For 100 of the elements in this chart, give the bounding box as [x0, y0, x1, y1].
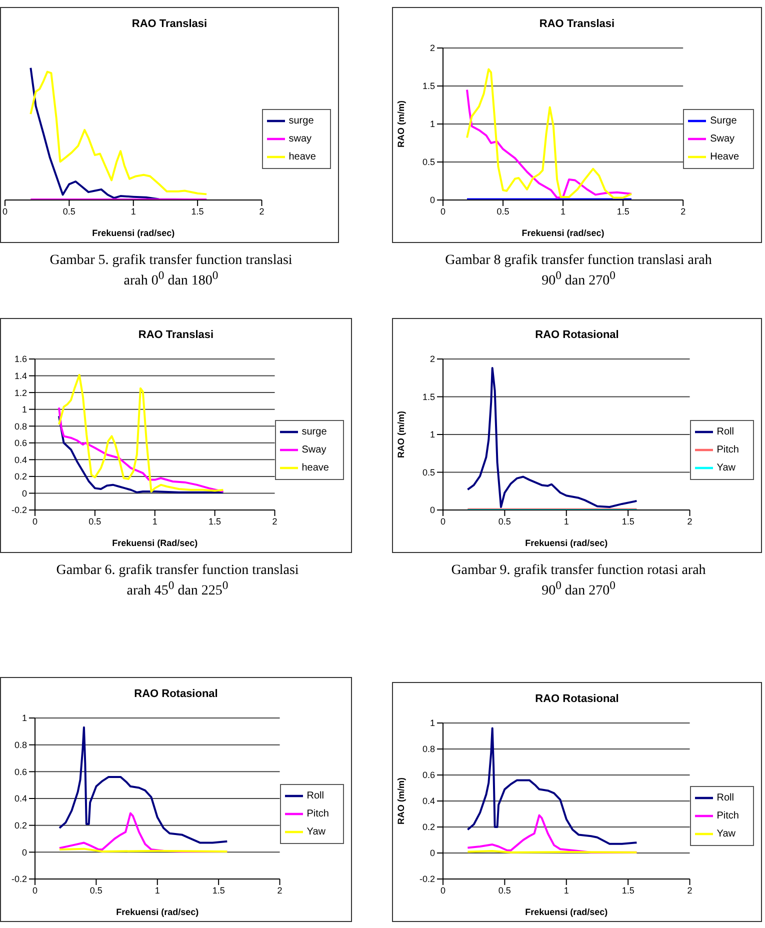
x-tick-label: 0.5 — [90, 885, 102, 896]
y-tick-label: 0.6 — [14, 766, 27, 777]
x-tick-label: 2 — [259, 206, 264, 216]
y-tick-label: 1 — [22, 713, 27, 724]
y-tick-label: 0.2 — [422, 822, 435, 832]
text: Gambar 6. grafik transfer function translasi arah 45$^{0}$ dan 225$^{0}$ — [55, 563, 300, 600]
x-axis-title: Frekuensi (rad/sec) — [525, 538, 608, 548]
x-tick-label: 1.5 — [191, 206, 204, 216]
x-axis-title: Frekuensi (rad/sec) — [92, 228, 175, 238]
y-tick-label: 0.2 — [14, 820, 27, 831]
y-tick-label: 2 — [430, 43, 435, 54]
x-tick-label: 0 — [2, 206, 8, 216]
y-tick-label: 0 — [430, 195, 435, 206]
y-tick-label: 0.4 — [14, 794, 27, 804]
x-tick-label: 2 — [277, 885, 282, 896]
y-tick-label: 0.8 — [14, 740, 27, 750]
chart-title: RAO Translasi — [538, 17, 616, 32]
legend-label: heave — [302, 462, 329, 474]
chart-title: RAO Rotasional — [133, 687, 219, 702]
y-tick-label: 1 — [430, 430, 435, 440]
legend-label: Roll — [306, 790, 324, 802]
y-tick-label: 0.4 — [14, 454, 27, 465]
y-tick-label: -0.2 — [11, 505, 27, 516]
x-tick-label: 0 — [32, 516, 38, 526]
x-tick-label: 0.5 — [88, 516, 102, 526]
text: Gambar 5. grafik transfer function translasi arah 0$^{0}$ dan 180$^{0}$ — [48, 253, 294, 290]
y-tick-label: 0 — [22, 488, 27, 498]
x-axis-title: Frekuensi (Rad/sec) — [112, 538, 198, 548]
x-tick-label: 2 — [272, 516, 278, 526]
y-tick-label: 1.6 — [14, 354, 27, 364]
y-tick-label: -0.2 — [11, 874, 27, 884]
legend-label: Pitch — [716, 810, 739, 822]
x-tick-label: 0 — [440, 885, 446, 896]
y-tick-label: 1 — [430, 119, 435, 130]
x-tick-label: 0.5 — [62, 206, 76, 216]
line-series — [466, 68, 632, 199]
legend-label: Sway — [710, 134, 735, 145]
x-tick-label: 0 — [440, 516, 446, 526]
y-tick-label: 0 — [22, 847, 27, 858]
x-tick-label: 0 — [440, 206, 446, 216]
x-tick-label: 2 — [687, 516, 692, 526]
x-tick-label: 1.5 — [212, 885, 225, 896]
y-tick-label: 1.4 — [14, 370, 27, 381]
legend-label: Yaw — [306, 826, 326, 838]
x-tick-label: 1 — [152, 516, 158, 526]
x-tick-label: 1 — [564, 885, 569, 896]
x-tick-label: 0 — [32, 885, 38, 896]
legend-label: surge — [288, 116, 314, 127]
x-tick-label: 2 — [687, 885, 692, 896]
y-axis-title: RAO (m/m) — [396, 411, 406, 458]
chart-title: RAO Translasi — [130, 17, 208, 32]
legend-label: heave — [288, 152, 316, 163]
y-tick-label: 0.8 — [422, 744, 435, 754]
x-axis-title: Frekuensi (rad/sec) — [116, 907, 199, 917]
x-axis-title: Frekuensi (rad/sec) — [522, 228, 604, 238]
x-tick-label: 1.5 — [208, 516, 222, 526]
y-tick-label: 1 — [22, 404, 27, 415]
legend-label: Roll — [716, 426, 734, 438]
y-axis-title: RAO (m/m) — [396, 100, 406, 148]
x-tick-label: 1.5 — [622, 885, 634, 896]
x-tick-label: 1.5 — [622, 516, 634, 526]
y-tick-label: 0.5 — [422, 157, 435, 168]
y-tick-label: 0.4 — [422, 796, 435, 806]
y-tick-label: 0.6 — [14, 438, 27, 448]
x-tick-label: 2 — [680, 206, 686, 216]
legend-label: Roll — [716, 792, 734, 804]
legend-label: Heave — [710, 152, 739, 163]
y-tick-label: 0.2 — [14, 472, 27, 482]
line-series — [58, 374, 224, 493]
y-tick-label: 0.6 — [422, 770, 435, 780]
chart-title: RAO Rotasional — [534, 692, 620, 707]
y-tick-label: 1 — [430, 718, 435, 728]
x-tick-label: 1 — [560, 206, 566, 216]
legend-label: Yaw — [716, 828, 736, 840]
x-tick-label: 1 — [564, 516, 569, 526]
line-series — [466, 88, 632, 199]
text: Gambar 9. grafik transfer function rotasi arah 90$^{0}$ dan 270$^{0}$ — [450, 563, 707, 600]
y-tick-label: 0 — [430, 505, 435, 516]
x-tick-label: 1 — [130, 206, 136, 216]
x-tick-label: 1 — [154, 885, 160, 896]
x-tick-label: 0.5 — [498, 516, 511, 526]
legend-label: Yaw — [716, 462, 736, 474]
legend-label: surge — [302, 426, 327, 438]
chart-title: RAO Translasi — [137, 328, 215, 343]
y-tick-label: -0.2 — [419, 874, 435, 884]
legend-label: sway — [288, 134, 312, 145]
line-series — [466, 727, 638, 845]
legend-label: Pitch — [306, 808, 329, 820]
y-tick-label: 0.5 — [422, 467, 435, 478]
legend-label: Surge — [710, 116, 737, 127]
legend-label: Pitch — [716, 444, 739, 456]
y-tick-label: 2 — [430, 354, 435, 364]
legend-label: Sway — [302, 444, 326, 456]
text: Gambar 8 grafik transfer function translasi arah 90$^{0}$ dan 270$^{0}$ — [444, 253, 713, 290]
y-tick-label: 1.5 — [422, 392, 435, 402]
y-axis-title: RAO (m/m) — [396, 778, 406, 824]
line-series — [466, 367, 638, 508]
chart-title: RAO Rotasional — [534, 328, 620, 343]
x-tick-label: 1.5 — [616, 206, 630, 216]
y-tick-label: 0 — [430, 848, 435, 858]
